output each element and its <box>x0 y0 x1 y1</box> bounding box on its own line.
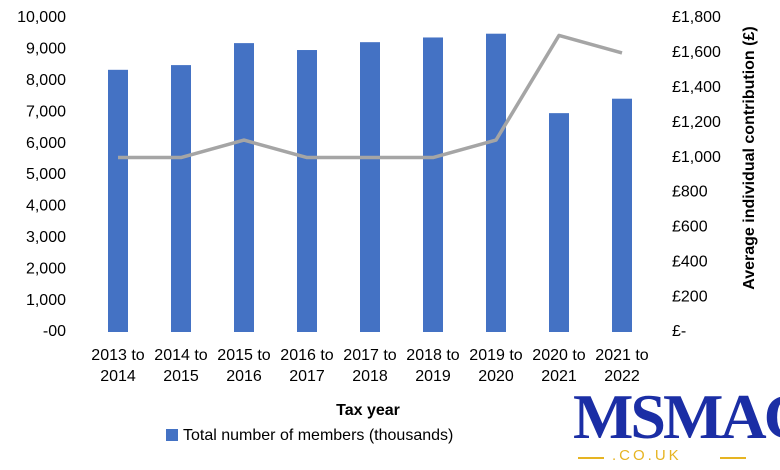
y-tick-label: 1,000 <box>26 292 66 309</box>
y-tick-label: -00 <box>43 323 66 340</box>
y-tick-label: 7,000 <box>26 103 66 120</box>
legend-swatch <box>166 429 178 441</box>
logo-domain: .CO.UK <box>612 447 682 464</box>
y2-tick-label: £400 <box>672 253 708 270</box>
bar <box>108 69 128 332</box>
legend-label: Total number of members (thousands) <box>183 427 453 444</box>
bar <box>612 98 632 332</box>
y2-tick-label: £1,000 <box>672 149 721 166</box>
y2-axis-title: Average individual contribution (£) <box>741 26 758 289</box>
y2-tick-label: £1,400 <box>672 79 721 96</box>
line <box>118 33 623 160</box>
x-tick-label: 2019 to 2020 <box>469 347 523 385</box>
x-tick-label: 2015 to 2016 <box>217 347 271 385</box>
x-tick-label: 2021 to 2022 <box>595 347 649 385</box>
y-tick-label: 6,000 <box>26 135 66 152</box>
logo: MSMAC <box>573 381 780 452</box>
logo-rule <box>578 457 604 459</box>
bar <box>486 33 506 332</box>
bar <box>360 42 380 332</box>
y-tick-label: 5,000 <box>26 166 66 183</box>
x-tick-label: 2017 to 2018 <box>343 347 397 385</box>
y2-tick-label: £600 <box>672 219 708 236</box>
x-tick-label: 2014 to 2015 <box>154 347 208 385</box>
x-tick-label: 2016 to 2017 <box>280 347 334 385</box>
x-tick-label: 2020 to 2021 <box>532 347 586 385</box>
bar <box>171 65 191 332</box>
bar <box>234 43 254 333</box>
y-tick-label: 9,000 <box>26 41 66 58</box>
y-tick-label: 4,000 <box>26 198 66 215</box>
bar <box>297 50 317 332</box>
y2-tick-label: £200 <box>672 288 708 305</box>
bar <box>423 37 443 333</box>
y-tick-label: 10,000 <box>17 9 66 26</box>
y2-tick-label: £1,600 <box>672 44 721 61</box>
x-tick-label: 2018 to 2019 <box>406 347 460 385</box>
x-tick-label: 2013 to 2014 <box>91 347 145 385</box>
y-tick-label: 3,000 <box>26 229 66 246</box>
y-tick-label: 8,000 <box>26 72 66 89</box>
y2-tick-label: £- <box>672 323 686 340</box>
y2-tick-label: £1,200 <box>672 114 721 131</box>
logo-rule <box>720 457 746 459</box>
y-tick-label: 2,000 <box>26 260 66 277</box>
y2-tick-label: £1,800 <box>672 9 721 26</box>
bar <box>549 113 569 332</box>
y2-tick-label: £800 <box>672 184 708 201</box>
x-axis-title: Tax year <box>336 402 400 419</box>
